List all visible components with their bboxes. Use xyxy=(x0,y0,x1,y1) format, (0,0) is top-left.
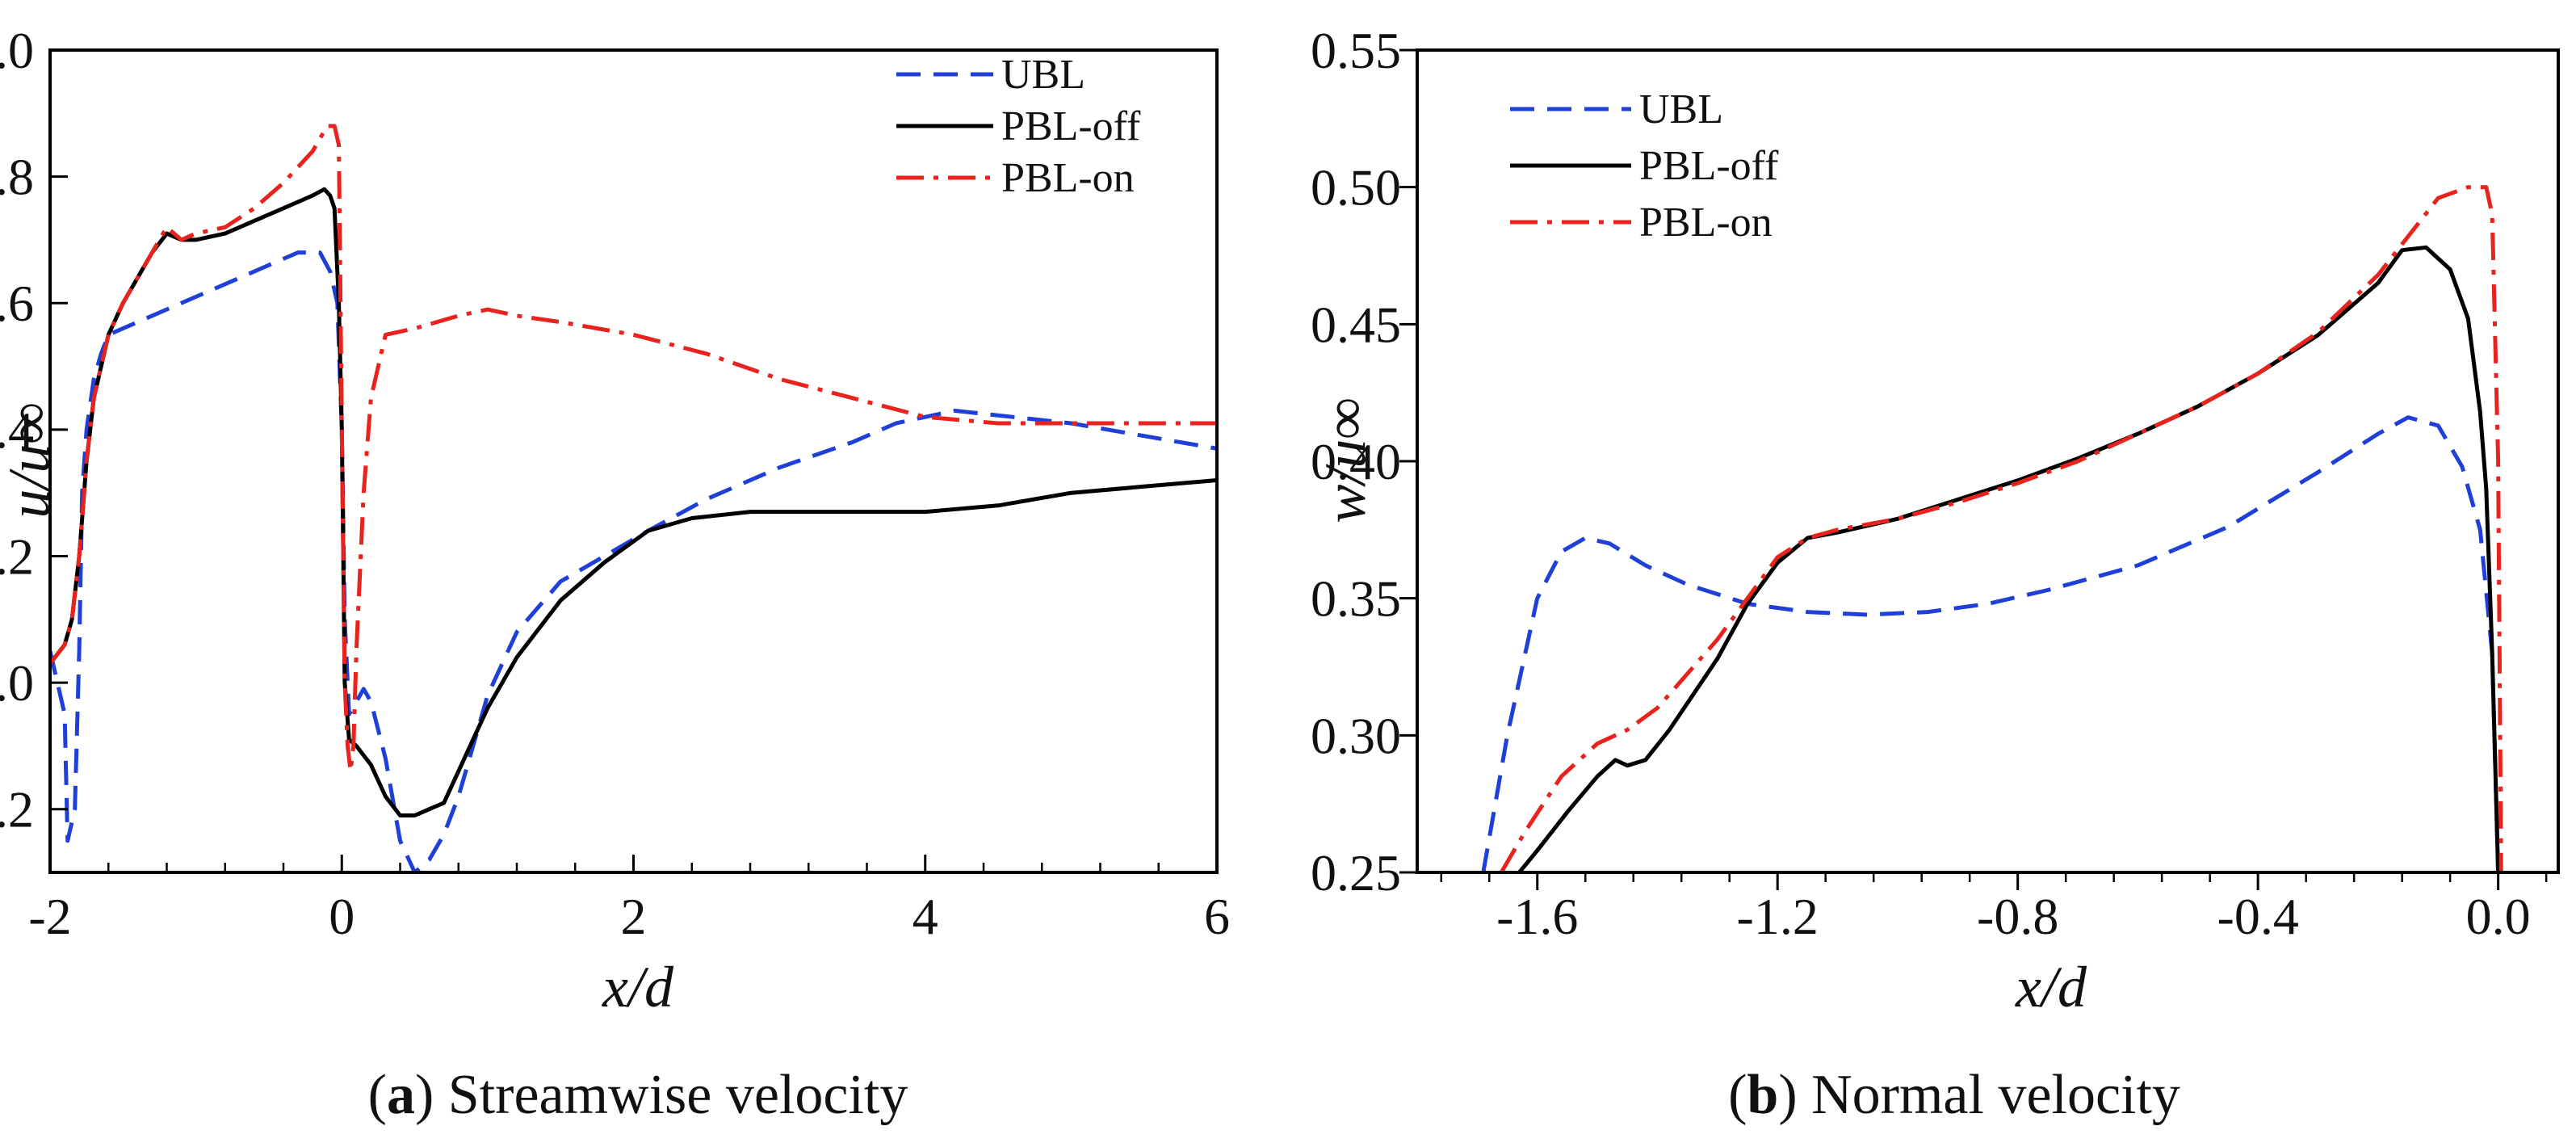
panel-b-y-axis-title: w/u∞ xyxy=(1313,397,1378,523)
panel-a-y-axis-title: u/u∞ xyxy=(0,402,61,518)
panel-b-series-pbl-off xyxy=(1517,245,2501,872)
panel-a-xtick-label-2: 2 xyxy=(621,888,647,945)
panel-a-xtick-label-3: 4 xyxy=(913,888,938,945)
panel-b-xtick-label-2: -0.8 xyxy=(1977,888,2058,945)
panel-a-ytick-label-2: 0.2 xyxy=(0,527,34,585)
panel-a-caption-text: Streamwise velocity xyxy=(448,1064,908,1126)
panel-b-legend: UBL PBL-off PBL-on xyxy=(1510,86,1779,246)
panel-a-ytick-label-0: -0.2 xyxy=(0,781,34,838)
panel-a-legend-label-pbl-off: PBL-off xyxy=(1001,103,1141,149)
panel-b-caption: (b) Normal velocity xyxy=(1728,1064,2180,1126)
panel-a-xtick-label-4: 6 xyxy=(1204,888,1230,945)
panel-b-ytick-label-4: 0.45 xyxy=(1311,296,1401,353)
panel-b-xtick-label-0: -1.6 xyxy=(1496,888,1578,945)
panel-b-ytick-label-6: 0.55 xyxy=(1311,22,1401,79)
panel-a-ytick-label-6: 1.0 xyxy=(0,22,34,79)
panel-b-xtick-label-3: -0.4 xyxy=(2217,888,2299,945)
panel-a-xtick-label-0: -2 xyxy=(28,888,71,945)
panel-a-streamwise-velocity: -2 0 2 4 6 -0.2 0.0 0.2 0.4 0.6 0.8 1.0 u/u∞ x/d UB… xyxy=(0,22,1230,1126)
panel-b-normal-velocity: -1.6 -1.2 -0.8 -0.4 0.0 0.25 0.30 0.35 0.40 0.45 0… xyxy=(1311,22,2560,1126)
panel-a-legend-label-pbl-on: PBL-on xyxy=(1001,155,1135,201)
panel-b-ytick-label-2: 0.35 xyxy=(1311,570,1401,628)
panel-b-caption-text: Normal velocity xyxy=(1811,1064,2180,1126)
panel-a-caption-letter: a xyxy=(387,1064,415,1126)
panel-a-x-axis-title: x/d xyxy=(602,955,674,1019)
panel-a-y-axis-title-text: u/u∞ xyxy=(0,402,61,518)
panel-b-caption-letter: b xyxy=(1747,1064,1778,1126)
panel-b-series-pbl-on xyxy=(1499,185,2503,872)
panel-a-ytick-label-1: 0.0 xyxy=(0,654,34,712)
panel-b-ytick-label-0: 0.25 xyxy=(1311,844,1401,901)
panel-b-xtick-label-4: 0.0 xyxy=(2466,888,2531,945)
panel-b-legend-label-ubl: UBL xyxy=(1639,86,1723,132)
panel-b-ytick-label-1: 0.30 xyxy=(1311,707,1401,764)
panel-a-series-layer xyxy=(50,124,1217,872)
panel-b-series-layer xyxy=(1481,185,2503,872)
panel-a-legend-label-ubl: UBL xyxy=(1001,52,1085,98)
panel-b-plot-frame xyxy=(1416,48,2560,874)
panel-a-ytick-label-4: 0.6 xyxy=(0,275,34,332)
panel-b-x-axis-title: x/d xyxy=(2015,955,2087,1019)
panel-b-legend-label-pbl-on: PBL-on xyxy=(1639,200,1773,246)
panel-a-series-ubl xyxy=(50,250,1217,872)
panel-a-ytick-label-3: 0.4 xyxy=(0,401,34,459)
panel-b-ytick-label-3: 0.40 xyxy=(1311,433,1401,490)
panel-b-xtick-label-1: -1.2 xyxy=(1737,888,1819,945)
panel-b-series-ubl xyxy=(1481,415,2501,872)
panel-b-legend-label-pbl-off: PBL-off xyxy=(1639,143,1779,189)
panel-b-ytick-label-5: 0.50 xyxy=(1311,159,1401,216)
panel-a-series-pbl-on xyxy=(50,124,1217,774)
panel-a-ticks: -2 0 2 4 6 -0.2 0.0 0.2 0.4 0.6 0.8 1.0 xyxy=(0,22,1230,945)
panel-b-y-axis-title-text: w/u∞ xyxy=(1313,397,1378,523)
panel-a-caption: (a) Streamwise velocity xyxy=(368,1064,908,1126)
panel-b-ticks: -1.6 -1.2 -0.8 -0.4 0.0 0.25 0.30 0.35 0.40 0.45 0… xyxy=(1311,22,2548,945)
panel-a-ytick-label-5: 0.8 xyxy=(0,149,34,206)
panel-a-legend: UBL PBL-off PBL-on xyxy=(896,52,1141,201)
panel-a-xtick-label-1: 0 xyxy=(329,888,355,945)
